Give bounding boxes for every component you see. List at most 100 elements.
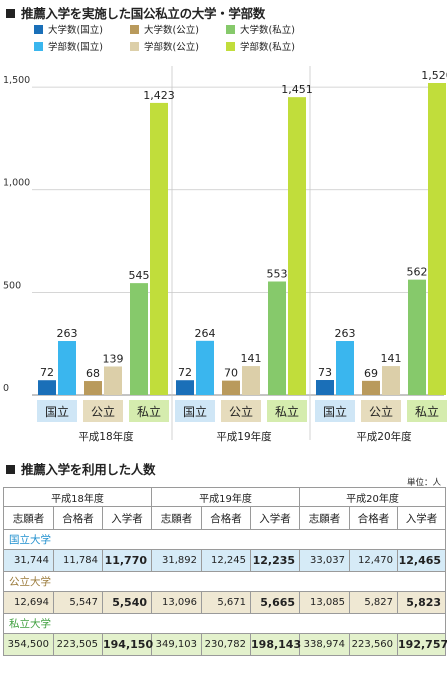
bar-value-label: 141	[381, 352, 402, 365]
table-cell: 198,143	[250, 633, 301, 656]
square-bullet-icon	[6, 9, 15, 18]
bar-value-label: 1,451	[281, 83, 313, 96]
bar-value-label: 72	[40, 366, 54, 379]
bar	[428, 83, 446, 395]
table-cell: 349,103	[151, 633, 203, 656]
category-label: 公立	[229, 404, 253, 419]
bar	[84, 381, 102, 395]
table-cell: 11,784	[53, 549, 103, 572]
table-cell: 194,150	[101, 633, 153, 656]
bar	[336, 341, 354, 395]
chart-section-title: 推薦入学を実施した国公私立の大学・学部数	[6, 3, 265, 22]
category-label: 国立	[323, 404, 347, 419]
y-tick-label: 1,500	[3, 75, 30, 86]
table-cell: 31,744	[3, 549, 54, 572]
column-header: 志願者	[3, 506, 54, 530]
legend-label: 大学数(公立)	[144, 25, 199, 36]
legend-label: 大学数(国立)	[48, 25, 103, 36]
category-label: 公立	[369, 404, 393, 419]
bar	[150, 102, 168, 396]
category-box	[267, 400, 307, 422]
year-header: 平成20年度	[299, 487, 447, 507]
year-header: 平成18年度	[2, 487, 153, 507]
table-cell: 12,694	[3, 591, 54, 614]
table-row: 31,744 11,784 11,770 31,892 12,245 12,23…	[3, 549, 447, 572]
table-cell: 33,037	[299, 549, 351, 572]
table-cell: 223,505	[53, 633, 103, 656]
column-header: 入学者	[250, 506, 301, 530]
bar-chart: 0 500 1,000 1,500 72 72 73 263 264 263 68 70 69 139 14…	[3, 66, 447, 443]
column-header: 入学者	[101, 506, 153, 530]
legend-item: 大学数(私立)	[226, 22, 295, 36]
applicants-table-wrap: 平成18年度 平成19年度 平成20年度 志願者 合格者 入学者 志願者 合格者…	[2, 487, 447, 656]
unit-label: 単位：人	[406, 478, 441, 488]
category-label: 公立	[91, 404, 115, 419]
table-cell: 5,665	[250, 591, 301, 614]
category-box	[83, 400, 123, 422]
y-tick-label: 500	[3, 280, 21, 291]
chart-section-title-text: 推薦入学を実施した国公私立の大学・学部数	[21, 6, 266, 21]
legend-label: 大学数(私立)	[240, 25, 295, 36]
category-box	[221, 400, 261, 422]
table-cell: 13,085	[299, 591, 351, 614]
bar	[176, 380, 194, 395]
table-cell: 5,540	[101, 591, 153, 614]
legend-item: 学部数(国立)	[34, 39, 103, 53]
table-cell: 12,235	[250, 549, 301, 572]
category-label: 私立	[137, 404, 161, 419]
group-label: 平成18年度	[78, 430, 134, 443]
bar	[408, 279, 426, 395]
legend-swatch	[130, 42, 139, 51]
bar-value-label: 70	[224, 367, 238, 380]
legend-swatch	[226, 42, 235, 51]
bar-value-label: 545	[129, 269, 150, 282]
table-cell: 5,827	[349, 591, 399, 614]
legend-swatch	[130, 25, 139, 34]
legend-item: 学部数(私立)	[226, 39, 295, 53]
bar	[38, 380, 56, 395]
column-header: 志願者	[151, 506, 203, 530]
bar	[222, 380, 240, 395]
legend-swatch	[34, 25, 43, 34]
category-label: 国立	[183, 404, 207, 419]
bar-value-label: 141	[241, 352, 262, 365]
category-box	[37, 400, 77, 422]
column-header: 合格者	[201, 506, 252, 530]
column-header: 入学者	[397, 506, 447, 530]
bar-value-label: 72	[178, 366, 192, 379]
year-header: 平成19年度	[151, 487, 301, 507]
column-header: 合格者	[53, 506, 103, 530]
category-box	[407, 400, 447, 422]
table-cell: 230,782	[201, 633, 252, 656]
row-category-label: 私立大学	[2, 613, 447, 634]
applicants-table: 平成18年度 平成19年度 平成20年度 志願者 合格者 入学者 志願者 合格者…	[2, 487, 447, 656]
legend-label: 学部数(公立)	[144, 42, 199, 53]
table-cell: 223,560	[349, 633, 399, 656]
bar	[58, 341, 76, 395]
bar	[316, 380, 334, 395]
legend-label: 学部数(私立)	[240, 42, 295, 53]
bar-value-label: 263	[335, 327, 356, 340]
table-cell: 5,823	[397, 591, 447, 614]
bar-value-label: 1,520	[421, 69, 447, 82]
category-label: 私立	[275, 404, 299, 419]
table-cell: 13,096	[151, 591, 203, 614]
square-bullet-icon	[6, 465, 15, 474]
table-cell: 12,245	[201, 549, 252, 572]
row-category-label: 公立大学	[2, 571, 447, 592]
category-box	[315, 400, 355, 422]
table-section-title: 推薦入学を利用した人数	[6, 459, 156, 478]
bar-value-label: 553	[267, 267, 288, 280]
legend-swatch	[226, 25, 235, 34]
category-box	[129, 400, 169, 422]
bar-value-label: 562	[407, 266, 428, 279]
table-cell: 192,757	[397, 633, 447, 656]
bar-value-label: 68	[86, 367, 100, 380]
y-tick-label: 0	[3, 383, 9, 394]
table-cell: 354,500	[3, 633, 54, 656]
group-label: 平成20年度	[356, 430, 412, 443]
table-cell: 31,892	[151, 549, 203, 572]
table-row: 354,500 223,505 194,150 349,103 230,782 …	[3, 633, 447, 656]
bar	[242, 366, 260, 395]
table-cell: 338,974	[299, 633, 351, 656]
